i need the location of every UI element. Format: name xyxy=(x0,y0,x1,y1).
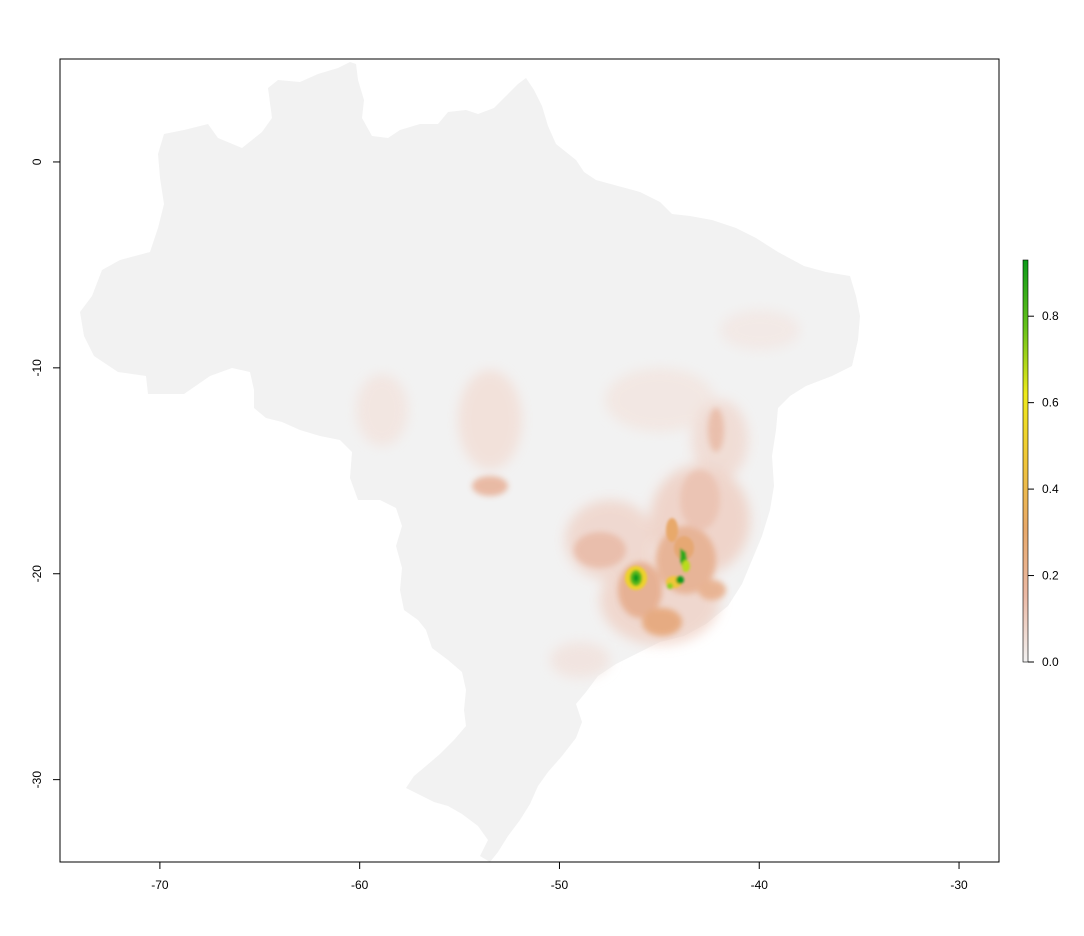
suitability-patch xyxy=(356,374,408,446)
suitability-patch xyxy=(633,574,639,582)
x-tick-label: -50 xyxy=(551,878,569,892)
y-tick-label: -30 xyxy=(30,771,44,789)
y-tick-label: 0 xyxy=(30,158,44,165)
suitability-patch xyxy=(605,368,715,432)
brazil-landmass xyxy=(80,62,860,862)
suitability-patch xyxy=(550,642,610,678)
legend-tick-label: 0.6 xyxy=(1042,396,1059,410)
suitability-patch xyxy=(667,583,673,589)
legend-colorbar: 0.0 0.2 0.4 0.6 0.8 xyxy=(1022,259,1059,669)
suitability-patch xyxy=(574,532,626,568)
x-axis: -70 -60 -50 -40 -30 xyxy=(151,862,968,892)
x-tick-label: -70 xyxy=(151,878,169,892)
suitability-patch xyxy=(720,310,800,350)
y-axis: 0 -10 -20 -30 xyxy=(30,158,60,788)
suitability-overlay xyxy=(356,310,800,678)
legend-tick-label: 0.4 xyxy=(1042,482,1059,496)
legend-tick-label: 0.2 xyxy=(1042,569,1059,583)
suitability-patch xyxy=(458,370,522,470)
plot-frame xyxy=(59,58,1000,863)
suitability-patch xyxy=(698,580,726,600)
x-tick-label: -40 xyxy=(751,878,769,892)
suitability-patch xyxy=(472,476,508,496)
legend-tick-label: 0.0 xyxy=(1042,655,1059,669)
suitability-patch xyxy=(666,518,678,542)
x-tick-label: -60 xyxy=(351,878,369,892)
suitability-patch xyxy=(682,560,690,572)
y-tick-label: -20 xyxy=(30,565,44,583)
suitability-patch xyxy=(708,408,724,452)
raster-layer xyxy=(80,62,860,862)
legend-tick-label: 0.8 xyxy=(1042,309,1059,323)
suitability-patch xyxy=(680,470,720,530)
y-tick-label: -10 xyxy=(30,359,44,377)
legend-bar xyxy=(1022,259,1029,663)
suitability-patch xyxy=(674,536,694,560)
suitability-patch xyxy=(642,608,682,636)
x-tick-label: -30 xyxy=(950,878,968,892)
suitability-patch xyxy=(676,576,684,584)
